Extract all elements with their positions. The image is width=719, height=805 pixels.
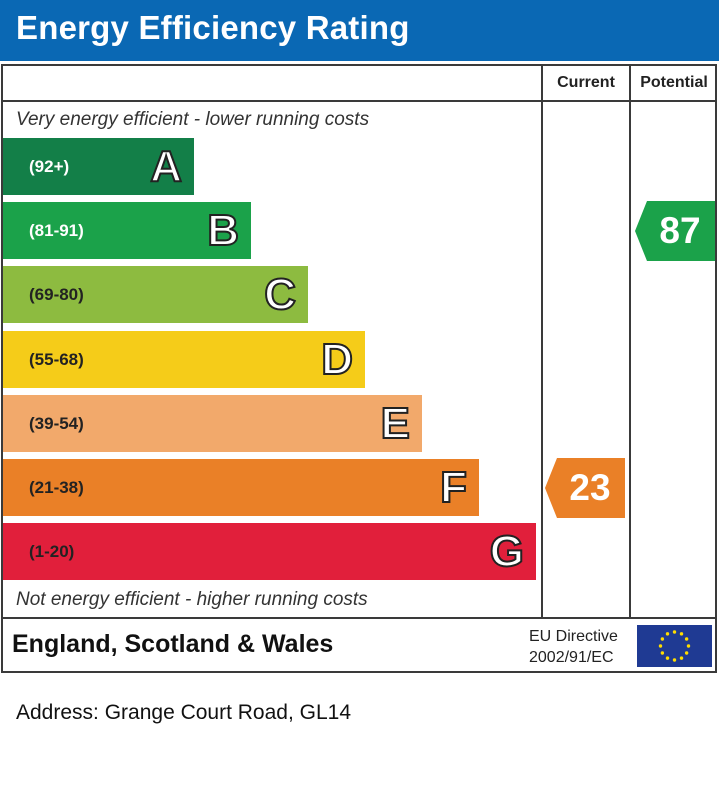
band-letter: E xyxy=(380,398,411,449)
band-letter: G xyxy=(489,526,525,577)
band-letter: B xyxy=(206,205,240,256)
band-g: (1-20) G xyxy=(3,523,536,580)
eu-star xyxy=(658,644,663,648)
band-range-label: (21-38) xyxy=(29,478,84,497)
band-letter: C xyxy=(263,269,297,320)
eu-directive: EU Directive 2002/91/EC xyxy=(529,626,618,668)
band-f: (21-38) F xyxy=(3,459,479,516)
band-range-label: (55-68) xyxy=(29,350,84,369)
rating-frame xyxy=(1,64,717,673)
current-rating-arrow: 23 xyxy=(545,458,625,518)
band-d: (55-68) D xyxy=(3,331,365,388)
eu-star xyxy=(665,632,670,636)
eu-star xyxy=(684,651,689,655)
top-note: Very energy efficient - lower running co… xyxy=(16,109,370,130)
current-rating-arrow-shape xyxy=(545,458,625,518)
eu-star xyxy=(672,658,677,662)
band-b: (81-91) B xyxy=(3,202,251,259)
current-rating-arrow-polygon xyxy=(545,458,625,518)
potential-rating-arrow-value: 87 xyxy=(659,210,701,251)
band-range-label: (69-80) xyxy=(29,285,84,304)
column-divider-potential xyxy=(629,64,631,619)
eu-star xyxy=(672,630,677,634)
eu-flag-icon xyxy=(637,625,712,667)
footer-divider xyxy=(1,617,717,619)
eu-star xyxy=(665,656,670,660)
band-range-label: (39-54) xyxy=(29,414,84,433)
eu-star xyxy=(686,644,691,648)
band-range-label: (92+) xyxy=(29,157,70,176)
region-label: England, Scotland & Wales xyxy=(12,630,334,658)
address-text: Address: Grange Court Road, GL14 xyxy=(16,701,352,724)
bottom-note: Not energy efficient - higher running co… xyxy=(16,589,368,610)
eu-directive-line2: 2002/91/EC xyxy=(529,649,614,666)
eu-star xyxy=(679,656,684,660)
current-column-header: Current xyxy=(557,74,615,91)
current-rating-arrow-value: 23 xyxy=(569,467,611,508)
band-e: (39-54) E xyxy=(3,395,422,452)
eu-star xyxy=(660,651,665,655)
eu-star xyxy=(684,637,689,641)
band-c: (69-80) C xyxy=(3,266,308,323)
potential-rating-arrow: 87 xyxy=(635,201,715,261)
band-letter: A xyxy=(149,141,183,192)
header-row-divider xyxy=(1,100,717,102)
eu-star xyxy=(679,632,684,636)
potential-rating-arrow-polygon xyxy=(635,201,715,261)
band-letter: D xyxy=(320,334,354,385)
potential-column-header: Potential xyxy=(640,74,708,91)
band-letter: F xyxy=(439,462,468,513)
page-title: Energy Efficiency Rating xyxy=(16,9,410,46)
band-a: (92+) A xyxy=(3,138,194,195)
eu-star xyxy=(660,637,665,641)
column-divider-current xyxy=(541,64,543,619)
band-range-label: (1-20) xyxy=(29,542,75,561)
potential-rating-arrow-shape xyxy=(635,201,715,261)
band-range-label: (81-91) xyxy=(29,221,84,240)
header-bar: Energy Efficiency Rating xyxy=(0,0,719,61)
eu-directive-line1: EU Directive xyxy=(529,628,618,645)
